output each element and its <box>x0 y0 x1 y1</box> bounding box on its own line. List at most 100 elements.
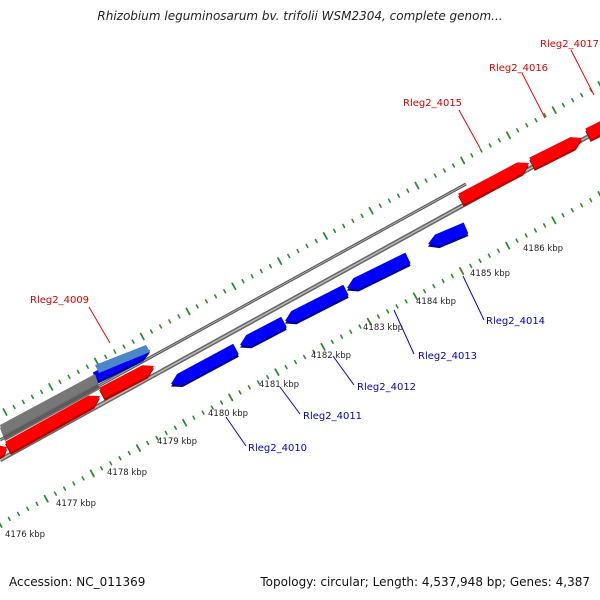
minor-tick <box>314 238 318 244</box>
minor-tick <box>210 405 214 410</box>
reverse-gene <box>240 316 287 349</box>
minor-tick <box>146 440 150 446</box>
upper-tick-row <box>2 81 600 416</box>
major-tick <box>43 494 49 503</box>
gene-label-pointer <box>279 386 301 415</box>
minor-tick <box>164 430 168 436</box>
minor-tick <box>534 118 538 123</box>
gene-label: Rleg2_4015 <box>403 98 481 149</box>
minor-tick <box>266 374 270 380</box>
gene-label: Rleg2_4017 <box>540 39 599 96</box>
minor-tick <box>201 410 205 415</box>
minor-tick <box>21 399 25 405</box>
minor-tick <box>515 238 519 243</box>
selected-gene-cap <box>95 345 150 373</box>
gene-label-pointer <box>393 309 415 355</box>
minor-tick <box>241 278 245 284</box>
minor-tick <box>561 213 565 218</box>
minor-tick <box>451 163 456 168</box>
major-tick <box>48 382 54 391</box>
minor-tick <box>442 168 447 173</box>
minor-tick <box>173 425 177 431</box>
minor-tick <box>589 87 593 93</box>
gene-label-text: Rleg2_4011 <box>303 411 362 422</box>
minor-tick <box>396 193 401 198</box>
major-tick <box>0 522 3 528</box>
gene-label-text: Rleg2_4017 <box>540 39 599 50</box>
major-tick <box>366 317 372 326</box>
minor-tick <box>450 273 454 279</box>
forward-gene <box>0 445 7 460</box>
major-tick <box>231 282 237 291</box>
minor-tick <box>168 319 172 324</box>
ruler-label: 4185 kbp <box>470 269 510 279</box>
minor-tick <box>177 314 181 319</box>
gene-label: Rleg2_4011 <box>279 386 362 422</box>
forward-gene <box>529 137 582 171</box>
minor-tick <box>312 349 316 355</box>
accession-text: Accession: NC_011369 <box>9 575 146 589</box>
selected-region <box>0 345 150 441</box>
major-tick <box>368 206 374 215</box>
major-tick <box>551 216 557 225</box>
minor-tick <box>469 263 473 269</box>
gene-label-pointer <box>462 275 485 321</box>
minor-tick <box>214 294 218 299</box>
minor-tick <box>579 202 584 208</box>
minor-tick <box>104 354 108 359</box>
minor-tick <box>524 233 528 238</box>
genome-summary-text: Topology: circular; Length: 4,537,948 bp… <box>260 575 590 589</box>
gene-label-pointer <box>225 416 247 447</box>
minor-tick <box>358 324 362 329</box>
major-tick <box>505 241 511 250</box>
major-tick <box>414 181 420 190</box>
major-tick <box>551 106 557 114</box>
minor-tick <box>67 374 71 380</box>
minor-tick <box>360 213 364 218</box>
gene-body <box>285 284 349 322</box>
minor-tick <box>293 359 298 365</box>
minor-tick <box>351 218 355 223</box>
minor-tick <box>195 304 199 309</box>
minor-tick <box>487 253 491 258</box>
gene-body <box>171 343 239 385</box>
gene-body <box>458 162 529 205</box>
minor-tick <box>204 299 208 304</box>
minor-tick <box>192 415 196 420</box>
minor-tick <box>122 344 126 349</box>
ruler-label: 4177 kbp <box>56 499 96 509</box>
minor-tick <box>131 339 135 344</box>
major-tick <box>182 418 188 427</box>
reverse-gene <box>285 284 349 325</box>
gene-label-pointer <box>458 109 481 149</box>
gene-label: Rleg2_4009 <box>30 295 111 344</box>
gene-label: Rleg2_4016 <box>489 63 548 119</box>
gene-label-pointer <box>88 306 111 344</box>
minor-tick <box>256 380 261 385</box>
minor-tick <box>496 248 501 253</box>
minor-tick <box>533 228 538 233</box>
ruler-label: 4184 kbp <box>416 297 456 307</box>
minor-tick <box>113 349 117 354</box>
minor-tick <box>287 253 291 259</box>
minor-tick <box>424 178 428 183</box>
minor-tick <box>127 450 131 456</box>
minor-tick <box>238 390 242 395</box>
forward-gene <box>585 121 600 142</box>
major-tick <box>277 257 283 266</box>
minor-tick <box>30 394 35 400</box>
minor-tick <box>479 148 483 153</box>
ruler-label: 4181 kbp <box>259 380 299 390</box>
minor-tick <box>497 138 501 143</box>
major-tick <box>228 393 234 402</box>
ruler-label: 4183 kbp <box>363 323 403 333</box>
gene-body <box>347 252 411 289</box>
minor-tick <box>7 516 11 522</box>
major-tick <box>2 408 8 416</box>
minor-tick <box>259 268 263 274</box>
gene-label-text: Rleg2_4013 <box>418 351 477 362</box>
gene-body <box>240 316 287 346</box>
minor-tick <box>433 173 437 178</box>
genome-title: Rhizobium leguminosarum bv. trifolii WSM… <box>97 9 503 23</box>
